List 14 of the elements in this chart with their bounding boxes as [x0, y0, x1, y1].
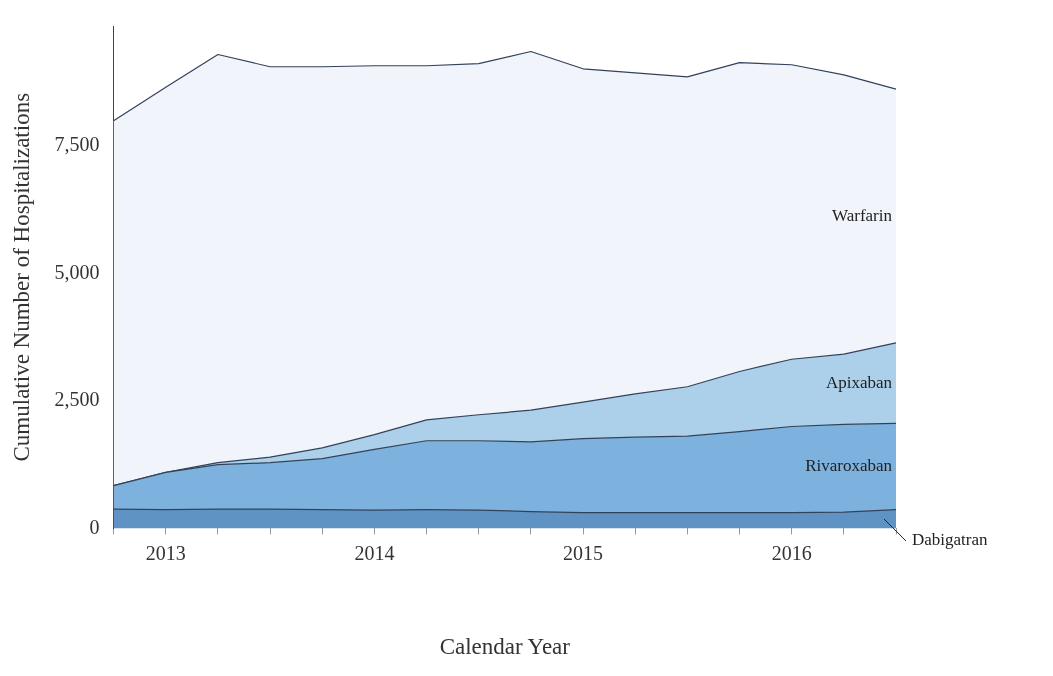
y-tick-label: 7,500: [54, 133, 100, 156]
y-tick-label: 0: [89, 515, 100, 538]
x-tick-label: 2013: [145, 541, 186, 564]
series-label: Apixaban: [825, 372, 893, 392]
x-axis-title: Calendar Year: [439, 634, 571, 660]
y-tick-label: 2,500: [54, 388, 100, 411]
y-axis-title: Cumulative Number of Hospitalizations: [8, 92, 34, 462]
x-tick-label: 2014: [354, 541, 395, 564]
x-tick-label: 2016: [771, 541, 812, 564]
series-label: Dabigatran: [912, 530, 989, 550]
series-label: Rivaroxaban: [805, 455, 893, 475]
series-label: Warfarin: [832, 205, 893, 225]
y-tick-label: 5,000: [54, 260, 100, 283]
x-tick-label: 2015: [563, 541, 604, 564]
